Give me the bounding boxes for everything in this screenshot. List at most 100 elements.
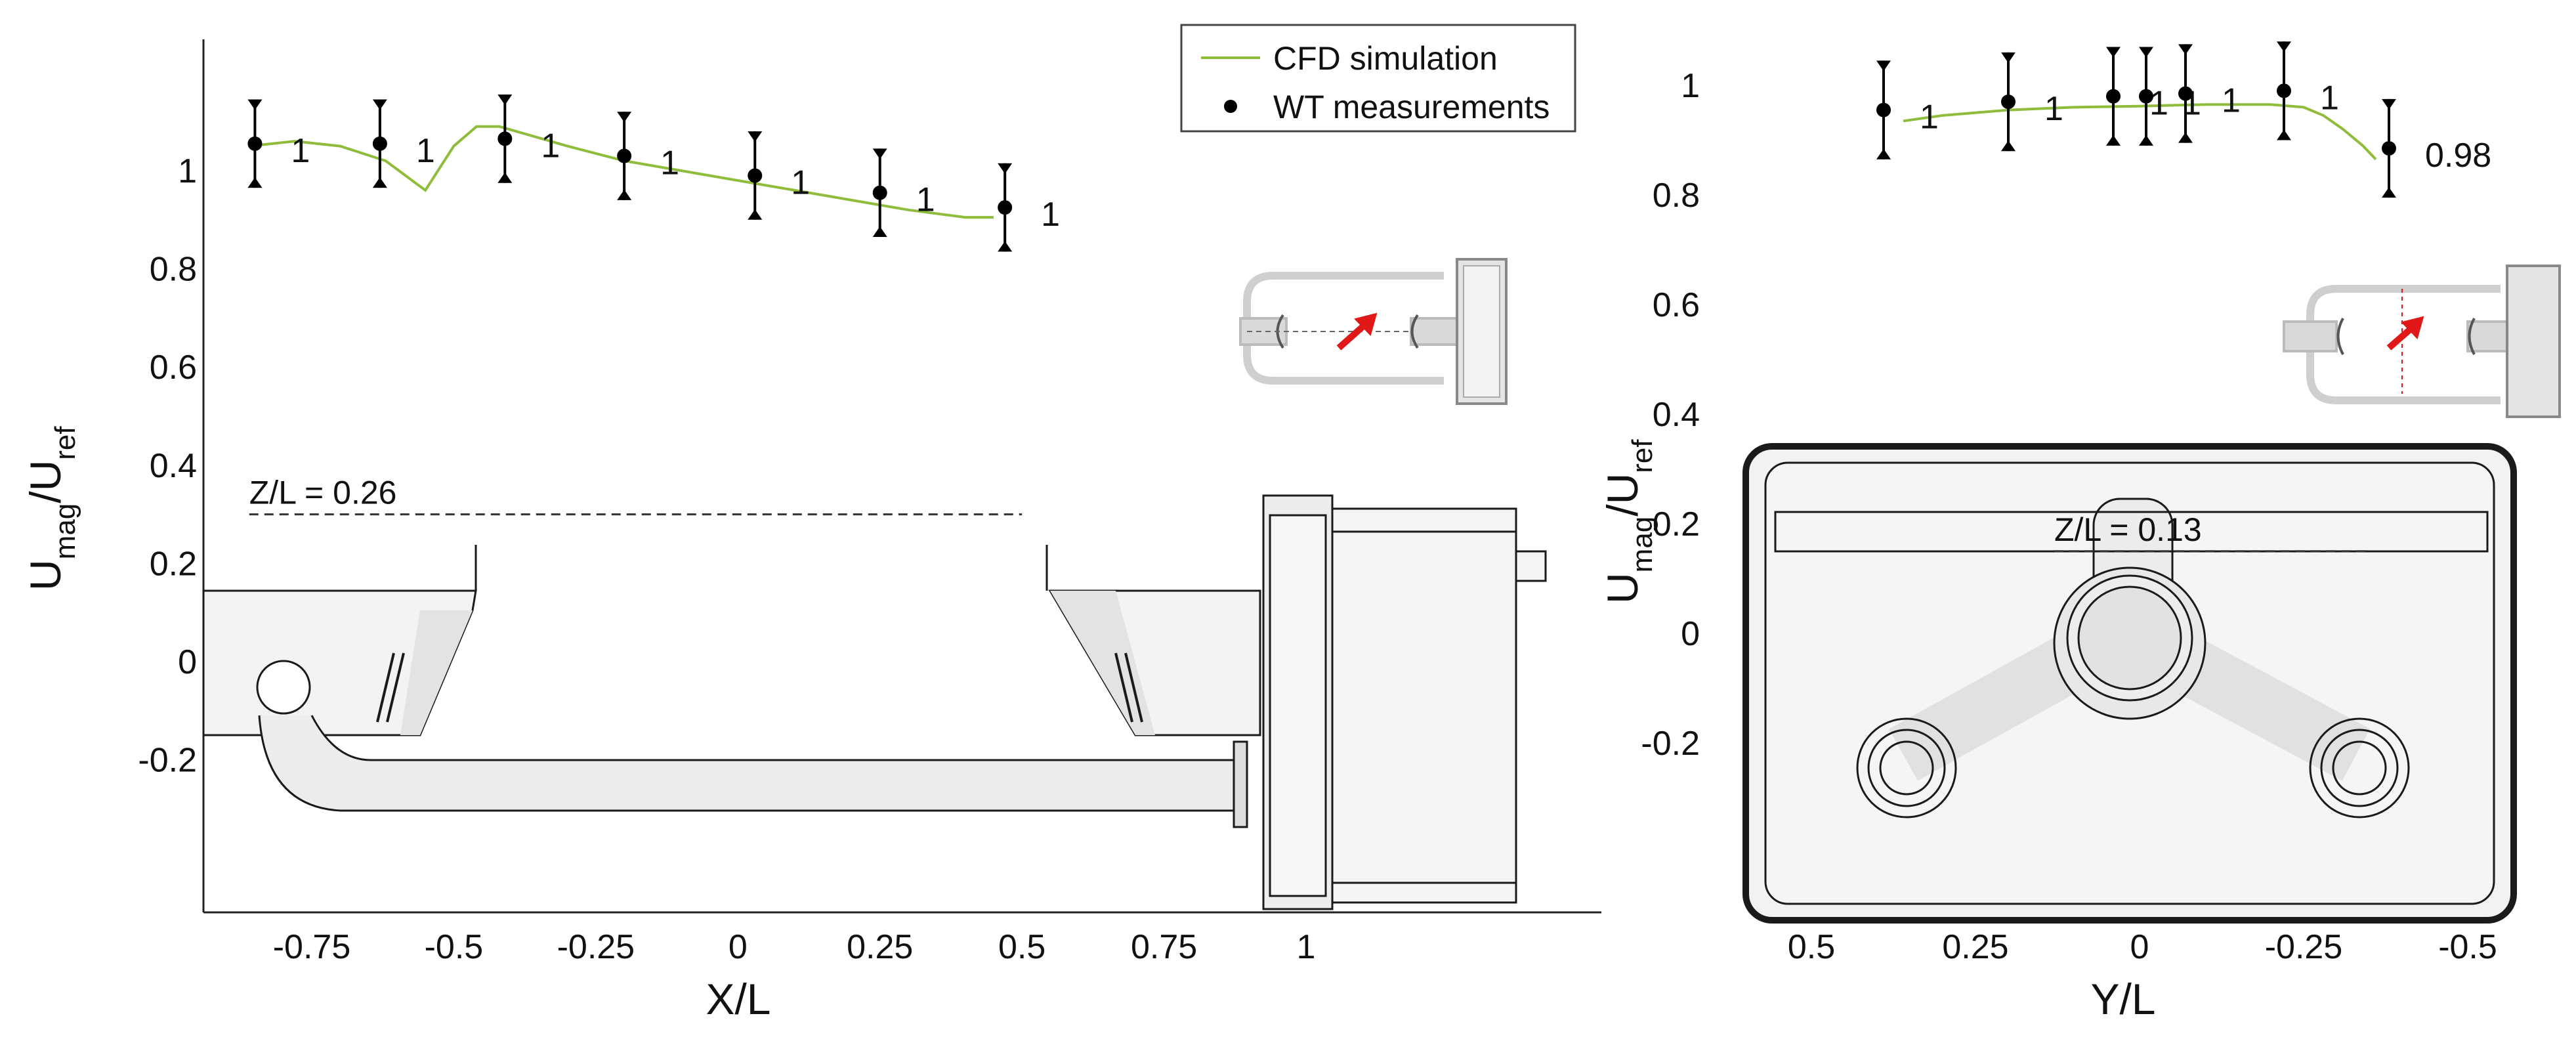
wt-data-label: 1	[916, 181, 935, 219]
left-foot-mid	[1867, 729, 1946, 807]
right-y-tick-label: 0.2	[1653, 505, 1700, 543]
error-cap-top	[2277, 41, 2291, 53]
error-cap-bottom	[247, 177, 263, 188]
right-y-tick-label: 1	[1681, 67, 1700, 105]
left-ylabel-sub1: mag	[49, 503, 81, 560]
right-y-tick-label: 0.6	[1653, 286, 1700, 324]
rinset-clamp-right	[2468, 318, 2476, 355]
error-cap-bottom	[372, 177, 387, 188]
legend-wt-label: WT measurements	[1273, 89, 1550, 125]
right-wt-point: 0.98	[2382, 98, 2491, 198]
wt-data-label: 1	[660, 144, 679, 182]
error-cap-top	[372, 99, 387, 110]
left-bracket-shade	[400, 610, 473, 735]
left-x-tick-label: 0.25	[847, 928, 913, 966]
left-wt-point: 1	[748, 131, 810, 220]
left-x-tick-label: -0.25	[557, 928, 635, 966]
wt-marker	[1876, 102, 1891, 117]
left-x-tick-label: 1	[1297, 928, 1316, 966]
legend: CFD simulation WT measurements	[1180, 24, 1576, 133]
left-annotation-label: Z/L = 0.26	[249, 475, 397, 511]
left-cfd-line	[249, 125, 994, 219]
wt-data-label: 1	[2320, 79, 2339, 117]
right-cfd-line	[1903, 103, 2377, 161]
error-cap-top	[2178, 44, 2193, 55]
wt-marker	[2277, 83, 2291, 98]
error-cap-top	[998, 163, 1013, 174]
legend-box	[1180, 24, 1576, 133]
right-x-tick-label: -0.5	[2438, 928, 2497, 966]
error-cap-top	[617, 112, 632, 123]
right-x-tick-label: -0.25	[2265, 928, 2343, 966]
wt-marker	[872, 185, 887, 200]
wt-marker	[497, 131, 513, 146]
left-x-axis-label: X/L	[706, 975, 771, 1023]
left-wt-point: 1	[372, 99, 435, 188]
motor-body	[1331, 507, 1517, 904]
left-ylabel-sep: /U	[21, 460, 70, 503]
error-cap-bottom	[2277, 129, 2291, 140]
wt-data-label: 1	[541, 127, 560, 165]
right-y-ticks: -0.2 0 0.2 0.4 0.6 0.8 1	[1641, 67, 1700, 763]
left-x-tick-label: -0.5	[425, 928, 484, 966]
error-cap-top	[2382, 98, 2396, 110]
left-inset-icon	[1239, 258, 1508, 405]
left-y-tick-label: 0.2	[150, 545, 197, 583]
right-y-axis-label: Umag/Uref	[1598, 439, 1658, 604]
right-wt-point: 1	[2106, 47, 2168, 146]
left-ylabel-sub2: ref	[49, 426, 81, 460]
left-wt-point: 1	[247, 99, 310, 188]
wt-data-label: 1	[416, 132, 435, 170]
right-bracket-slot-a	[1114, 652, 1133, 723]
left-wt-points: 1 1 1 1 1 1 1	[247, 95, 1060, 252]
left-y-tick-label: 0.8	[150, 251, 197, 289]
left-y-tick-label: -0.2	[138, 742, 197, 780]
right-wt-points: 1 1 1 1 1 10.98	[1876, 41, 2491, 198]
right-annotation-label: Z/L = 0.13	[2054, 511, 2202, 548]
wt-data-label: 1	[1920, 98, 1939, 137]
right-x-tick-label: 0.5	[1788, 928, 1835, 966]
left-foot-inner	[1879, 740, 1934, 796]
right-y-tick-label: 0.4	[1653, 396, 1700, 434]
right-ylabel-sub2: ref	[1626, 439, 1658, 473]
wt-marker	[2106, 89, 2121, 104]
wt-marker	[2178, 86, 2193, 101]
right-wt-point: 1	[2277, 41, 2339, 140]
left-bracket-slot-b	[386, 652, 405, 723]
right-ylabel-sub1: mag	[1626, 517, 1658, 573]
wt-marker	[247, 136, 263, 151]
right-bracket-shade	[1050, 591, 1155, 735]
left-wt-point: 1	[872, 148, 935, 237]
left-x-ticks: -0.75 -0.5 -0.25 0 0.25 0.5 0.75 1	[273, 928, 1316, 966]
error-cap-bottom	[617, 189, 632, 200]
wt-marker	[2139, 89, 2153, 104]
wt-marker	[998, 200, 1013, 215]
error-cap-bottom	[2139, 135, 2153, 146]
left-foot-outer	[1856, 717, 1957, 818]
right-x-tick-label: 0.25	[1942, 928, 2008, 966]
error-cap-top	[748, 131, 763, 142]
right-foot-mid	[2320, 729, 2399, 807]
right-plot: -0.2 0 0.2 0.4 0.6 0.8 1 0.5 0.25 0 -0.25 -0.5 Uma…	[1598, 41, 2561, 1023]
right-inset-icon	[2283, 265, 2561, 418]
left-y-tick-label: 0.6	[150, 349, 197, 387]
left-geometry-drawing	[202, 494, 1547, 910]
left-y-tick-label: 0.4	[150, 447, 197, 485]
error-cap-bottom	[998, 241, 1013, 252]
wt-marker	[2001, 95, 2016, 110]
right-y-tick-label: -0.2	[1641, 725, 1700, 763]
wt-data-label: 1	[2222, 82, 2241, 120]
error-cap-top	[2001, 52, 2016, 63]
right-foot-outer	[2309, 717, 2410, 818]
right-y-tick-label: 0	[1681, 615, 1700, 653]
right-x-axis-label: Y/L	[2090, 975, 2155, 1023]
left-wt-point: 1	[617, 112, 679, 200]
left-y-axis-label: Umag/Uref	[21, 426, 81, 591]
wt-marker	[372, 136, 387, 151]
left-long-tube	[258, 715, 1242, 812]
rinset-bar-left	[2283, 320, 2338, 352]
right-ylabel-main: U	[1598, 572, 1647, 604]
rinset-clamp-left	[2336, 318, 2344, 355]
